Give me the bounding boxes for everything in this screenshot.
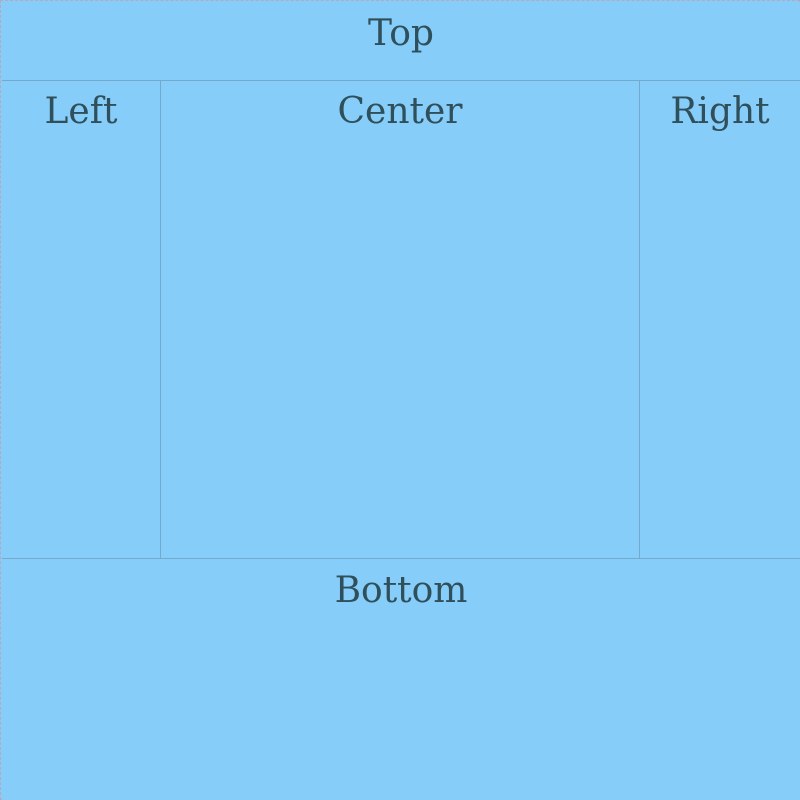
center-label: Center [337,91,463,132]
right-region: Right [639,81,800,559]
left-label: Left [44,91,118,132]
bottom-region: Bottom [2,558,800,800]
top-label: Top [368,13,434,54]
right-label: Right [670,91,770,132]
left-region: Left [2,81,161,559]
bottom-label: Bottom [334,570,468,611]
center-region: Center [161,81,639,559]
top-region: Top [2,2,800,81]
